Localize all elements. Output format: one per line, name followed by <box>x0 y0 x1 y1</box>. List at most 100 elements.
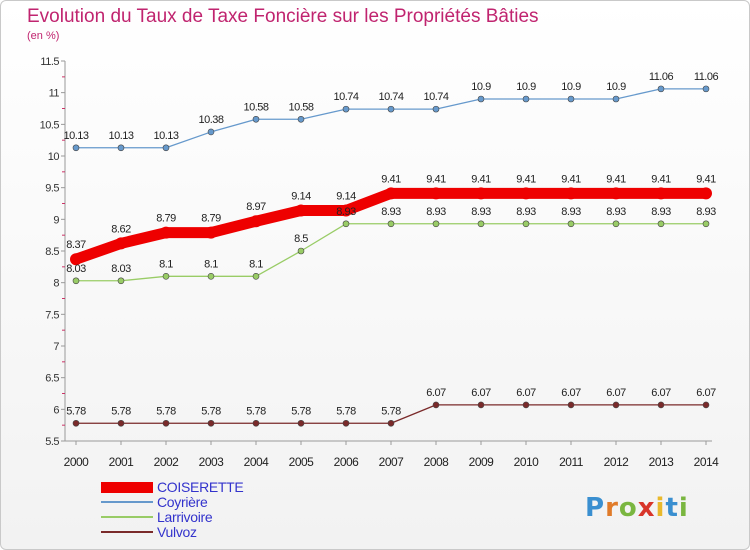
data-point <box>72 419 80 427</box>
logo-letter: t <box>665 493 679 523</box>
y-tick-label: 8 <box>53 278 59 290</box>
data-point <box>205 226 217 239</box>
logo-letter: r <box>605 493 619 523</box>
data-point <box>612 220 620 228</box>
data-label: 9.41 <box>516 173 536 185</box>
chart-unit-label: (en %) <box>27 30 60 42</box>
data-label: 8.62 <box>111 223 131 235</box>
data-label: 5.78 <box>381 405 401 417</box>
legend-swatch <box>101 516 153 518</box>
data-label: 5.78 <box>111 405 131 417</box>
x-tick-label: 2002 <box>154 455 180 469</box>
data-label: 5.78 <box>156 405 176 417</box>
data-label: 5.78 <box>66 405 86 417</box>
data-label: 9.41 <box>381 173 401 185</box>
data-point <box>387 220 395 228</box>
data-point <box>70 253 82 266</box>
data-label: 8.93 <box>381 206 401 218</box>
data-point <box>657 220 665 228</box>
data-point <box>702 401 710 409</box>
x-tick-label: 2014 <box>694 455 720 469</box>
data-point <box>340 204 352 217</box>
data-label: 10.74 <box>333 91 358 103</box>
data-point <box>657 401 665 409</box>
data-label: 8.03 <box>66 263 86 275</box>
data-point <box>432 401 440 409</box>
data-label: 9.41 <box>561 173 581 185</box>
y-tick-label: 10 <box>48 151 60 163</box>
data-point <box>297 419 305 427</box>
data-label: 8.93 <box>561 206 581 218</box>
data-label: 6.07 <box>516 387 536 399</box>
data-point <box>252 419 260 427</box>
data-label: 6.07 <box>651 387 671 399</box>
y-tick-label: 11 <box>49 88 60 100</box>
data-point <box>567 95 575 103</box>
legend-item-coiserette: COISERETTE <box>101 479 244 495</box>
data-point <box>702 85 710 93</box>
data-point <box>475 187 487 200</box>
legend-item-coyrière: Coyrière <box>101 494 208 510</box>
data-point <box>297 247 305 255</box>
y-tick-label: 7.5 <box>45 309 59 321</box>
data-point <box>522 401 530 409</box>
data-label: 8.93 <box>336 206 356 218</box>
data-point <box>477 401 485 409</box>
data-label: 10.74 <box>423 91 448 103</box>
legend-label: Vulvoz <box>157 524 197 540</box>
x-tick-label: 2010 <box>514 455 540 469</box>
data-label: 8.93 <box>471 206 491 218</box>
data-point <box>700 187 712 200</box>
data-point <box>657 85 665 93</box>
data-point <box>477 220 485 228</box>
data-label: 8.5 <box>294 233 308 245</box>
data-point <box>477 95 485 103</box>
y-tick-label: 8.5 <box>45 246 59 258</box>
data-point <box>567 220 575 228</box>
legend-label: Coyrière <box>157 494 208 510</box>
legend-label: Larrivoire <box>157 509 213 525</box>
data-label: 10.9 <box>471 81 491 93</box>
chart-title: Evolution du Taux de Taxe Foncière sur l… <box>27 6 539 27</box>
data-label: 9.14 <box>291 190 311 202</box>
y-tick-label: 6.5 <box>45 373 59 385</box>
data-label: 11.06 <box>694 71 719 83</box>
data-label: 5.78 <box>291 405 311 417</box>
data-label: 5.78 <box>336 405 356 417</box>
data-label: 6.07 <box>696 387 716 399</box>
data-label: 8.93 <box>606 206 626 218</box>
y-tick-label: 5.5 <box>45 436 59 448</box>
data-label: 10.74 <box>378 91 403 103</box>
data-point <box>207 273 215 280</box>
x-tick-label: 2012 <box>604 455 630 469</box>
x-tick-label: 2004 <box>244 455 270 469</box>
data-point <box>430 187 442 200</box>
x-tick-label: 2009 <box>469 455 495 469</box>
logo-letter: x <box>637 493 656 523</box>
data-point <box>252 273 260 280</box>
y-tick-label: 10.5 <box>40 119 60 131</box>
data-point <box>612 95 620 103</box>
x-tick-label: 2000 <box>64 455 90 469</box>
y-tick-label: 9.5 <box>45 183 59 195</box>
data-point <box>250 215 262 228</box>
x-tick-label: 2011 <box>559 455 584 469</box>
data-point <box>522 220 530 228</box>
data-label: 8.03 <box>111 263 131 275</box>
data-label: 9.41 <box>651 173 671 185</box>
data-point <box>342 105 350 113</box>
data-point <box>207 419 215 427</box>
data-point <box>387 419 395 427</box>
data-label: 10.13 <box>153 130 178 142</box>
data-point <box>207 128 215 136</box>
data-point <box>432 105 440 113</box>
data-point <box>72 144 80 152</box>
data-label: 8.1 <box>204 258 218 270</box>
data-point <box>115 237 127 250</box>
data-point <box>520 187 532 200</box>
data-label: 10.9 <box>561 81 581 93</box>
data-label: 9.14 <box>336 190 356 202</box>
data-point <box>297 115 305 123</box>
y-tick-label: 7 <box>53 341 59 353</box>
